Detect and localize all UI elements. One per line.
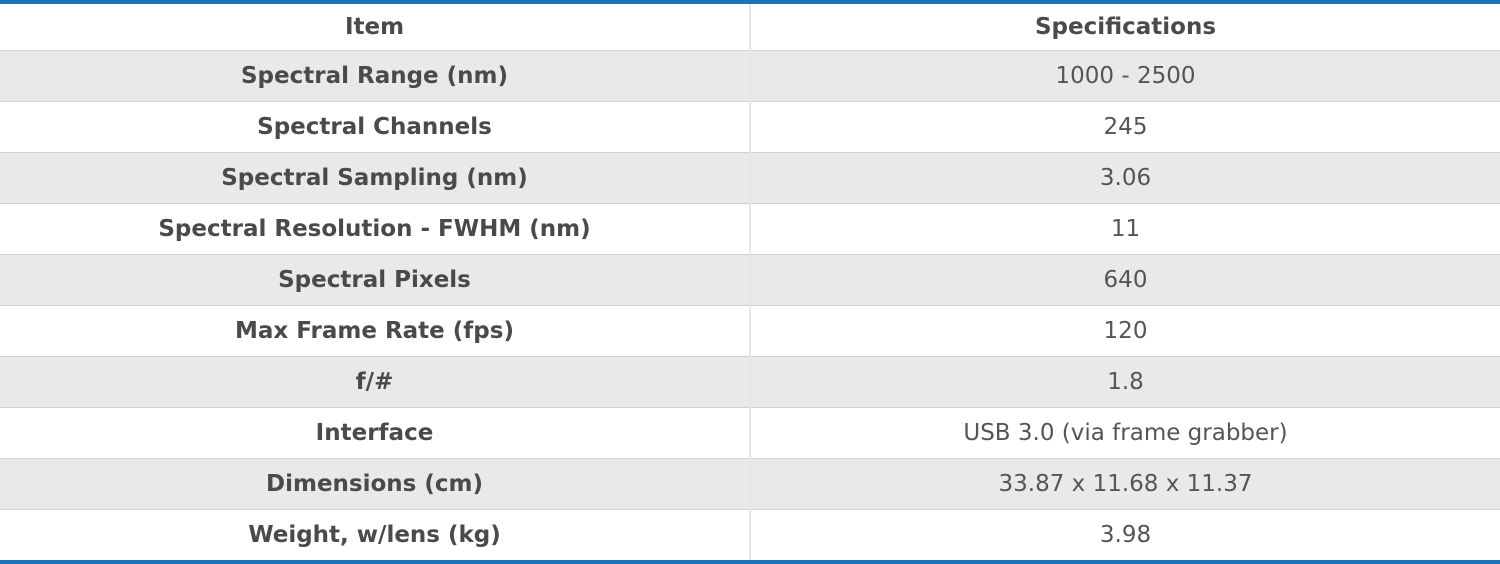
spec-cell: USB 3.0 (via frame grabber) xyxy=(750,407,1500,459)
spec-cell: 3.98 xyxy=(750,509,1500,562)
spec-cell: 3.06 xyxy=(750,152,1500,204)
column-header-specifications: Specifications xyxy=(750,2,1500,51)
item-cell: Spectral Range (nm) xyxy=(0,50,751,102)
table-row: Spectral Range (nm) 1000 - 2500 xyxy=(0,50,1500,102)
spec-cell: 245 xyxy=(750,101,1500,153)
item-cell: f/# xyxy=(0,356,751,408)
spec-cell: 33.87 x 11.68 x 11.37 xyxy=(750,458,1500,510)
item-cell: Dimensions (cm) xyxy=(0,458,751,510)
table-row: Weight, w/lens (kg) 3.98 xyxy=(0,509,1500,562)
spec-cell: 640 xyxy=(750,254,1500,306)
item-cell: Spectral Channels xyxy=(0,101,751,153)
spec-cell: 120 xyxy=(750,305,1500,357)
header-row: Item Specifications xyxy=(0,2,1500,51)
table-row: Max Frame Rate (fps) 120 xyxy=(0,305,1500,357)
item-cell: Spectral Resolution - FWHM (nm) xyxy=(0,203,751,255)
table-row: Spectral Sampling (nm) 3.06 xyxy=(0,152,1500,204)
column-header-item: Item xyxy=(0,2,751,51)
item-cell: Max Frame Rate (fps) xyxy=(0,305,751,357)
table-row: Spectral Channels 245 xyxy=(0,101,1500,153)
table-row: Spectral Resolution - FWHM (nm) 11 xyxy=(0,203,1500,255)
item-cell: Spectral Pixels xyxy=(0,254,751,306)
table-row: f/# 1.8 xyxy=(0,356,1500,408)
item-cell: Weight, w/lens (kg) xyxy=(0,509,751,562)
spec-cell: 1000 - 2500 xyxy=(750,50,1500,102)
table-row: Interface USB 3.0 (via frame grabber) xyxy=(0,407,1500,459)
spec-cell: 1.8 xyxy=(750,356,1500,408)
table-body: Spectral Range (nm) 1000 - 2500 Spectral… xyxy=(0,50,1500,562)
item-cell: Interface xyxy=(0,407,751,459)
table-row: Dimensions (cm) 33.87 x 11.68 x 11.37 xyxy=(0,458,1500,510)
item-cell: Spectral Sampling (nm) xyxy=(0,152,751,204)
table-row: Spectral Pixels 640 xyxy=(0,254,1500,306)
table-header: Item Specifications xyxy=(0,2,1500,51)
spec-cell: 11 xyxy=(750,203,1500,255)
